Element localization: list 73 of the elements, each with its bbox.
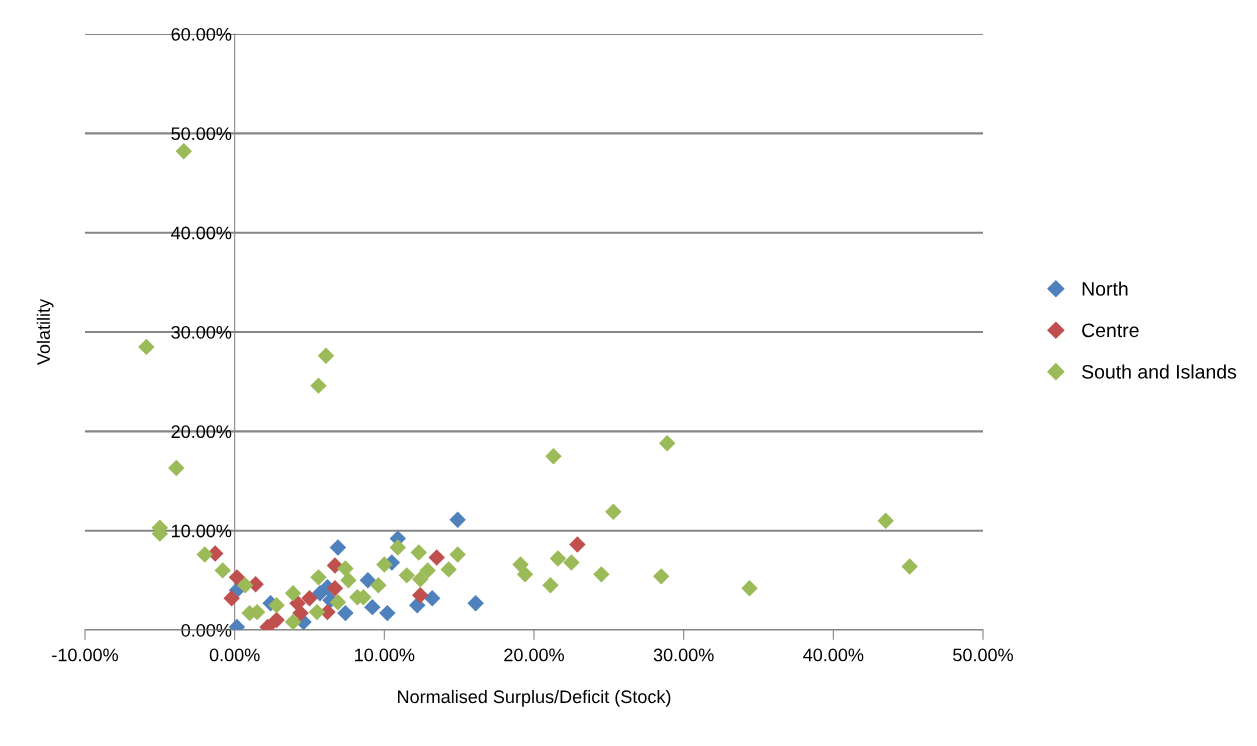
x-tick-label: 40.00% xyxy=(803,648,864,662)
point xyxy=(741,580,758,597)
point xyxy=(542,577,559,594)
point xyxy=(364,598,381,616)
point xyxy=(569,536,586,553)
y-tick-label: 30.00% xyxy=(171,325,232,339)
x-tick-label: -10.00% xyxy=(52,648,118,662)
point xyxy=(308,603,326,621)
point xyxy=(412,587,429,604)
point xyxy=(138,338,155,356)
y-tick-label: 10.00% xyxy=(172,524,232,538)
point xyxy=(440,561,457,578)
point xyxy=(593,566,610,583)
x-tick-label: 50.00% xyxy=(953,648,1013,662)
y-tick-label: 60.00% xyxy=(171,27,232,41)
legend-label: South and Islands xyxy=(1082,364,1237,379)
point xyxy=(563,554,580,571)
point xyxy=(653,568,670,585)
point xyxy=(337,604,354,622)
point xyxy=(877,512,894,529)
point xyxy=(428,549,445,566)
point xyxy=(379,604,396,622)
point xyxy=(410,544,427,561)
point xyxy=(605,503,622,521)
point xyxy=(424,590,441,607)
point xyxy=(545,447,562,465)
point xyxy=(329,593,347,611)
legend-label: North xyxy=(1082,281,1128,296)
point xyxy=(419,562,436,579)
point xyxy=(268,611,285,629)
point xyxy=(412,571,429,588)
point xyxy=(310,569,327,586)
point xyxy=(310,377,327,394)
point xyxy=(337,560,354,577)
point xyxy=(389,539,407,556)
point xyxy=(223,590,240,607)
point xyxy=(340,572,357,589)
point xyxy=(359,572,377,589)
point xyxy=(175,143,192,160)
point xyxy=(284,585,302,602)
point xyxy=(549,550,567,567)
point xyxy=(268,596,285,614)
y-axis-title: Volatility xyxy=(36,298,54,366)
point xyxy=(370,577,387,594)
point xyxy=(317,347,335,365)
x-tick-label: 30.00% xyxy=(653,648,714,662)
point xyxy=(214,562,231,579)
point xyxy=(901,558,918,575)
point xyxy=(196,546,213,563)
y-tick-label: 40.00% xyxy=(171,226,232,240)
point xyxy=(449,511,466,528)
point xyxy=(376,556,393,573)
y-tick-label: 20.00% xyxy=(171,425,232,439)
x-tick-label: 0.00% xyxy=(209,648,260,662)
point xyxy=(228,569,246,586)
point xyxy=(512,556,529,573)
x-tick-label: 10.00% xyxy=(355,648,415,662)
y-tick-label: 0.00% xyxy=(181,623,232,637)
point xyxy=(284,613,302,630)
point xyxy=(326,580,344,597)
point xyxy=(236,577,254,594)
point xyxy=(329,539,347,556)
point xyxy=(292,604,309,622)
y-tick-label: 50.00% xyxy=(171,127,232,141)
point xyxy=(449,546,466,563)
point xyxy=(301,590,318,607)
x-tick-label: 20.00% xyxy=(504,648,564,662)
point xyxy=(658,435,676,452)
legend-label: Centre xyxy=(1082,323,1139,338)
point xyxy=(168,459,185,477)
point xyxy=(398,567,415,584)
x-axis-title: Normalised Surplus/Deficit (Stock) xyxy=(398,689,671,707)
point xyxy=(467,594,484,612)
